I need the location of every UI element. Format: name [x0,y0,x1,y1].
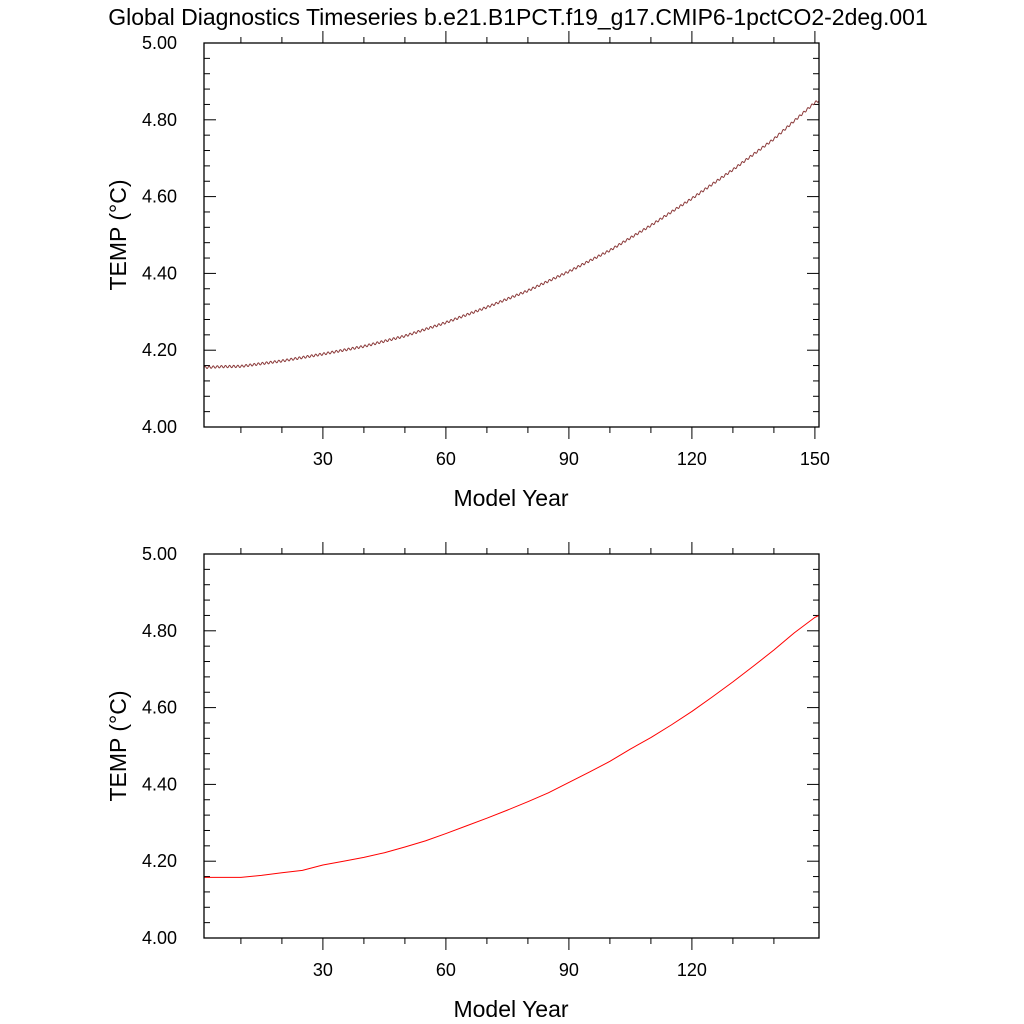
y-tick-label: 4.40 [142,263,177,283]
top-plot-frame [203,42,820,428]
y-tick-label: 5.00 [142,544,177,564]
top-y-axis-label: TEMP (°C) [105,180,131,291]
y-tick-label: 4.00 [142,928,177,948]
top-axis-ticks: 4.00 4.20 4.40 4.60 4.80 5.00 30 60 90 120 150 [142,31,830,469]
x-tick-label: 60 [436,960,456,980]
y-tick-label: 4.80 [142,621,177,641]
y-tick-label: 4.40 [142,774,177,794]
y-tick-label: 4.20 [142,340,177,360]
bottom-y-axis-label: TEMP (°C) [105,691,131,802]
bottom-axis-ticks: 4.00 4.20 4.40 4.60 4.80 5.00 30 60 90 120 [142,542,819,980]
bottom-x-axis-label: Model Year [453,996,568,1022]
x-tick-label: 150 [800,449,830,469]
y-tick-label: 4.00 [142,417,177,437]
bottom-plot-frame [203,553,820,939]
x-tick-label: 90 [559,960,579,980]
x-tick-label: 120 [677,449,707,469]
x-tick-label: 30 [313,449,333,469]
y-tick-label: 4.20 [142,851,177,871]
y-tick-label: 4.60 [142,698,177,718]
x-tick-label: 60 [436,449,456,469]
temp-series-line [203,100,820,369]
top-chart-panel: TEMP (°C) Model Year 4.00 4.20 4.40 4.60 4.8… [105,31,830,511]
x-tick-label: 90 [559,449,579,469]
x-tick-label: 120 [677,960,707,980]
y-tick-label: 4.60 [142,187,177,207]
top-x-axis-label: Model Year [453,485,568,511]
figure-title: Global Diagnostics Timeseries b.e21.B1PC… [108,4,928,30]
temp-series-line [204,614,820,878]
bottom-chart-panel: TEMP (°C) Model Year 4.00 4.20 4.40 4.60 4.8… [105,542,820,1022]
y-tick-label: 4.80 [142,110,177,130]
bottom-series-group [204,614,820,878]
top-series-group [203,100,820,369]
y-tick-label: 5.00 [142,33,177,53]
x-tick-label: 30 [313,960,333,980]
